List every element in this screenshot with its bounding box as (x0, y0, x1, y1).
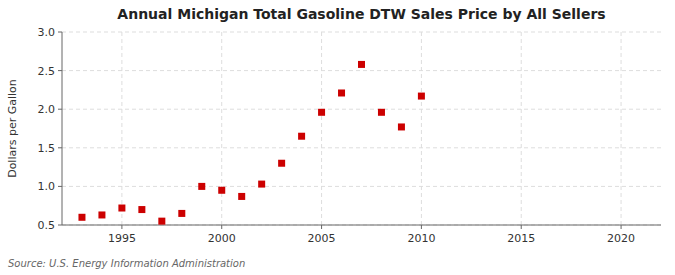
x-tick-label: 2015 (507, 232, 535, 245)
x-tick-label: 2005 (308, 232, 336, 245)
x-grid-line (121, 32, 122, 225)
y-tick-label: 2.0 (38, 103, 56, 116)
point (278, 160, 285, 167)
point (298, 133, 305, 140)
x-tick-label: 2010 (407, 232, 435, 245)
point (338, 89, 345, 96)
x-tick-label: 2020 (607, 232, 635, 245)
y-tick (58, 70, 62, 71)
x-tick-label: 1995 (108, 232, 136, 245)
point (398, 123, 405, 130)
point (218, 187, 225, 194)
point (78, 214, 85, 221)
point (138, 206, 145, 213)
y-grid-line (62, 225, 661, 226)
point (378, 109, 385, 116)
x-tick (221, 225, 222, 229)
y-tick-label: 3.0 (38, 26, 56, 39)
x-grid-line (421, 32, 422, 225)
point (178, 210, 185, 217)
y-tick-label: 1.5 (38, 142, 56, 155)
chart: 0.5 1.0 1.5 2.0 2.5 3.0 1995 2000 2005 2010 2015 20… (0, 0, 675, 275)
point (318, 109, 325, 116)
x-tick (621, 225, 622, 229)
point (158, 218, 165, 225)
point (198, 183, 205, 190)
y-tick (58, 147, 62, 148)
x-grid-line (321, 32, 322, 225)
point (238, 193, 245, 200)
y-grid-line (62, 32, 661, 33)
x-grid-line (621, 32, 622, 225)
source-note: Source: U.S. Energy Information Administ… (8, 258, 245, 269)
y-tick-label: 1.0 (38, 180, 56, 193)
y-tick-label: 0.5 (38, 219, 56, 232)
point (98, 211, 105, 218)
point (358, 61, 365, 68)
background (0, 0, 675, 275)
y-tick (58, 109, 62, 110)
x-tick-label: 2000 (208, 232, 236, 245)
point (418, 93, 425, 100)
x-tick (521, 225, 522, 229)
axes: 0.5 1.0 1.5 2.0 2.5 3.0 1995 2000 2005 2010 2015 20… (38, 26, 662, 245)
points (78, 61, 424, 225)
y-grid-line (62, 109, 661, 110)
x-grid-line (221, 32, 222, 225)
x-tick (321, 225, 322, 229)
point (118, 205, 125, 212)
y-grid-line (62, 147, 661, 148)
y-grid-line (62, 70, 661, 71)
x-grid-line (521, 32, 522, 225)
y-tick (58, 225, 62, 226)
y-tick (58, 186, 62, 187)
y-tick-label: 2.5 (38, 65, 56, 78)
grid (62, 32, 661, 225)
point (258, 181, 265, 188)
y-axis-label: Dollars per Gallon (6, 79, 19, 178)
y-tick (58, 32, 62, 33)
title: Annual Michigan Total Gasoline DTW Sales… (117, 6, 605, 22)
x-axis-line (62, 225, 661, 226)
x-tick (121, 225, 122, 229)
y-axis-line (62, 32, 63, 225)
y-grid-line (62, 186, 661, 187)
x-tick (421, 225, 422, 229)
